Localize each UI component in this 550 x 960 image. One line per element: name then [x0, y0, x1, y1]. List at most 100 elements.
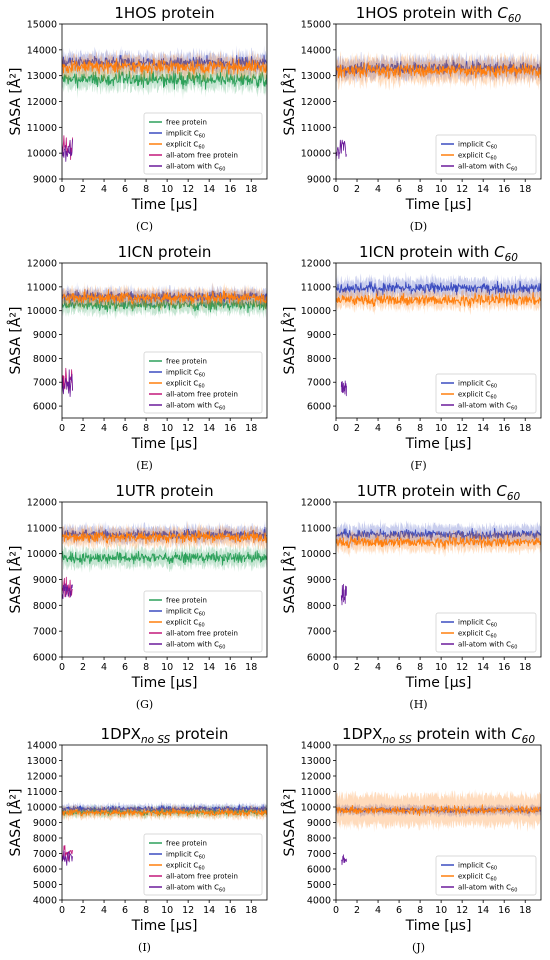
y-axis-label: SASA [Å²]	[7, 306, 24, 374]
y-tick-label: 10000	[27, 549, 57, 560]
legend-label: explicit C60	[166, 619, 205, 629]
legend-label: all-atom with C60	[458, 641, 517, 651]
y-tick-label: 14000	[301, 741, 331, 752]
y-tick-label: 6000	[307, 402, 331, 413]
y-tick-label: 11000	[27, 282, 57, 293]
x-tick-label: 2	[354, 662, 360, 673]
legend-box	[143, 112, 263, 175]
y-tick-label: 9000	[33, 575, 57, 586]
x-tick-label: 12	[456, 905, 468, 916]
y-tick-label: 11000	[27, 123, 57, 134]
chart-title: 1DPXno SS protein with C60	[342, 725, 535, 746]
series-line	[62, 550, 267, 566]
y-tick-label: 10000	[27, 149, 57, 160]
y-tick-label: 10000	[27, 803, 57, 814]
series-line	[62, 850, 73, 866]
plot-area	[336, 518, 541, 606]
series-band	[336, 49, 541, 91]
x-axis-label: Time [μs]	[405, 436, 472, 452]
x-tick-label: 6	[396, 184, 402, 195]
y-tick-label: 14000	[301, 45, 331, 56]
x-tick-label: 14	[203, 905, 215, 916]
x-tick-label: 0	[59, 662, 65, 673]
y-axis-label: SASA [Å²]	[281, 67, 298, 135]
x-tick-label: 2	[80, 662, 86, 673]
panel-caption: (C)	[136, 220, 153, 233]
x-tick-label: 12	[182, 423, 194, 434]
x-tick-label: 16	[224, 905, 236, 916]
x-tick-label: 4	[101, 905, 107, 916]
plot-area	[336, 49, 541, 161]
y-tick-label: 8000	[33, 601, 57, 612]
x-tick-label: 2	[354, 905, 360, 916]
x-tick-label: 2	[80, 184, 86, 195]
y-tick-label: 10000	[301, 149, 331, 160]
y-tick-label: 11000	[27, 787, 57, 798]
y-tick-label: 9000	[33, 818, 57, 829]
series-free-protein	[62, 540, 267, 573]
x-tick-label: 8	[417, 905, 423, 916]
x-tick-label: 14	[477, 905, 489, 916]
y-tick-label: 10000	[301, 549, 331, 560]
series-explicit-c60	[336, 526, 541, 558]
x-tick-label: 0	[59, 184, 65, 195]
y-tick-label: 11000	[27, 523, 57, 534]
y-tick-label: 4000	[33, 896, 57, 907]
x-tick-label: 12	[182, 662, 194, 673]
x-tick-label: 16	[498, 184, 510, 195]
y-tick-label: 13000	[27, 756, 57, 767]
series-line	[340, 380, 347, 397]
series-line	[62, 69, 267, 90]
series-line	[62, 139, 73, 162]
plot-area	[62, 45, 267, 162]
x-tick-label: 16	[224, 184, 236, 195]
x-tick-label: 8	[417, 662, 423, 673]
y-tick-label: 7000	[307, 627, 331, 638]
legend-box	[143, 833, 263, 896]
x-tick-label: 16	[498, 423, 510, 434]
series-line	[62, 807, 267, 817]
x-axis-label: Time [μs]	[405, 918, 472, 934]
legend-label: all-atom free protein	[166, 152, 238, 160]
y-tick-label: 6000	[307, 865, 331, 876]
y-axis-label: SASA [Å²]	[281, 788, 298, 856]
y-tick-label: 12000	[301, 772, 331, 783]
series-line	[62, 583, 73, 600]
x-tick-label: 10	[435, 184, 447, 195]
x-tick-label: 2	[354, 423, 360, 434]
legend-label: all-atom with C60	[458, 402, 517, 412]
x-tick-label: 16	[224, 423, 236, 434]
x-tick-label: 18	[519, 662, 531, 673]
x-tick-label: 10	[435, 662, 447, 673]
y-tick-label: 11000	[301, 123, 331, 134]
legend-label: implicit C60	[166, 851, 205, 861]
series-line	[62, 58, 267, 75]
plot-area	[62, 800, 267, 866]
plot-area	[62, 520, 267, 600]
plot-frame	[335, 262, 542, 419]
x-tick-label: 12	[182, 905, 194, 916]
x-tick-label: 10	[161, 662, 173, 673]
plot-area	[62, 281, 267, 397]
legend-label: all-atom with C60	[458, 163, 517, 173]
series-explicit-c60	[62, 802, 267, 823]
panel-caption: (E)	[136, 459, 153, 472]
legend-label: implicit C60	[458, 619, 497, 629]
x-tick-label: 16	[224, 662, 236, 673]
series-line	[62, 804, 267, 812]
x-tick-label: 14	[203, 662, 215, 673]
legend-box	[435, 373, 537, 414]
x-tick-label: 18	[245, 184, 257, 195]
plot-area	[336, 271, 541, 397]
series-band	[336, 518, 541, 552]
y-tick-label: 9000	[307, 575, 331, 586]
chart-title: 1DPXno SS protein	[101, 725, 229, 746]
x-tick-label: 4	[101, 662, 107, 673]
y-tick-label: 6000	[33, 653, 57, 664]
x-tick-label: 10	[435, 905, 447, 916]
x-tick-label: 0	[333, 662, 339, 673]
y-tick-label: 11000	[301, 787, 331, 798]
x-tick-label: 0	[333, 905, 339, 916]
y-tick-label: 6000	[33, 402, 57, 413]
y-tick-label: 9000	[33, 330, 57, 341]
